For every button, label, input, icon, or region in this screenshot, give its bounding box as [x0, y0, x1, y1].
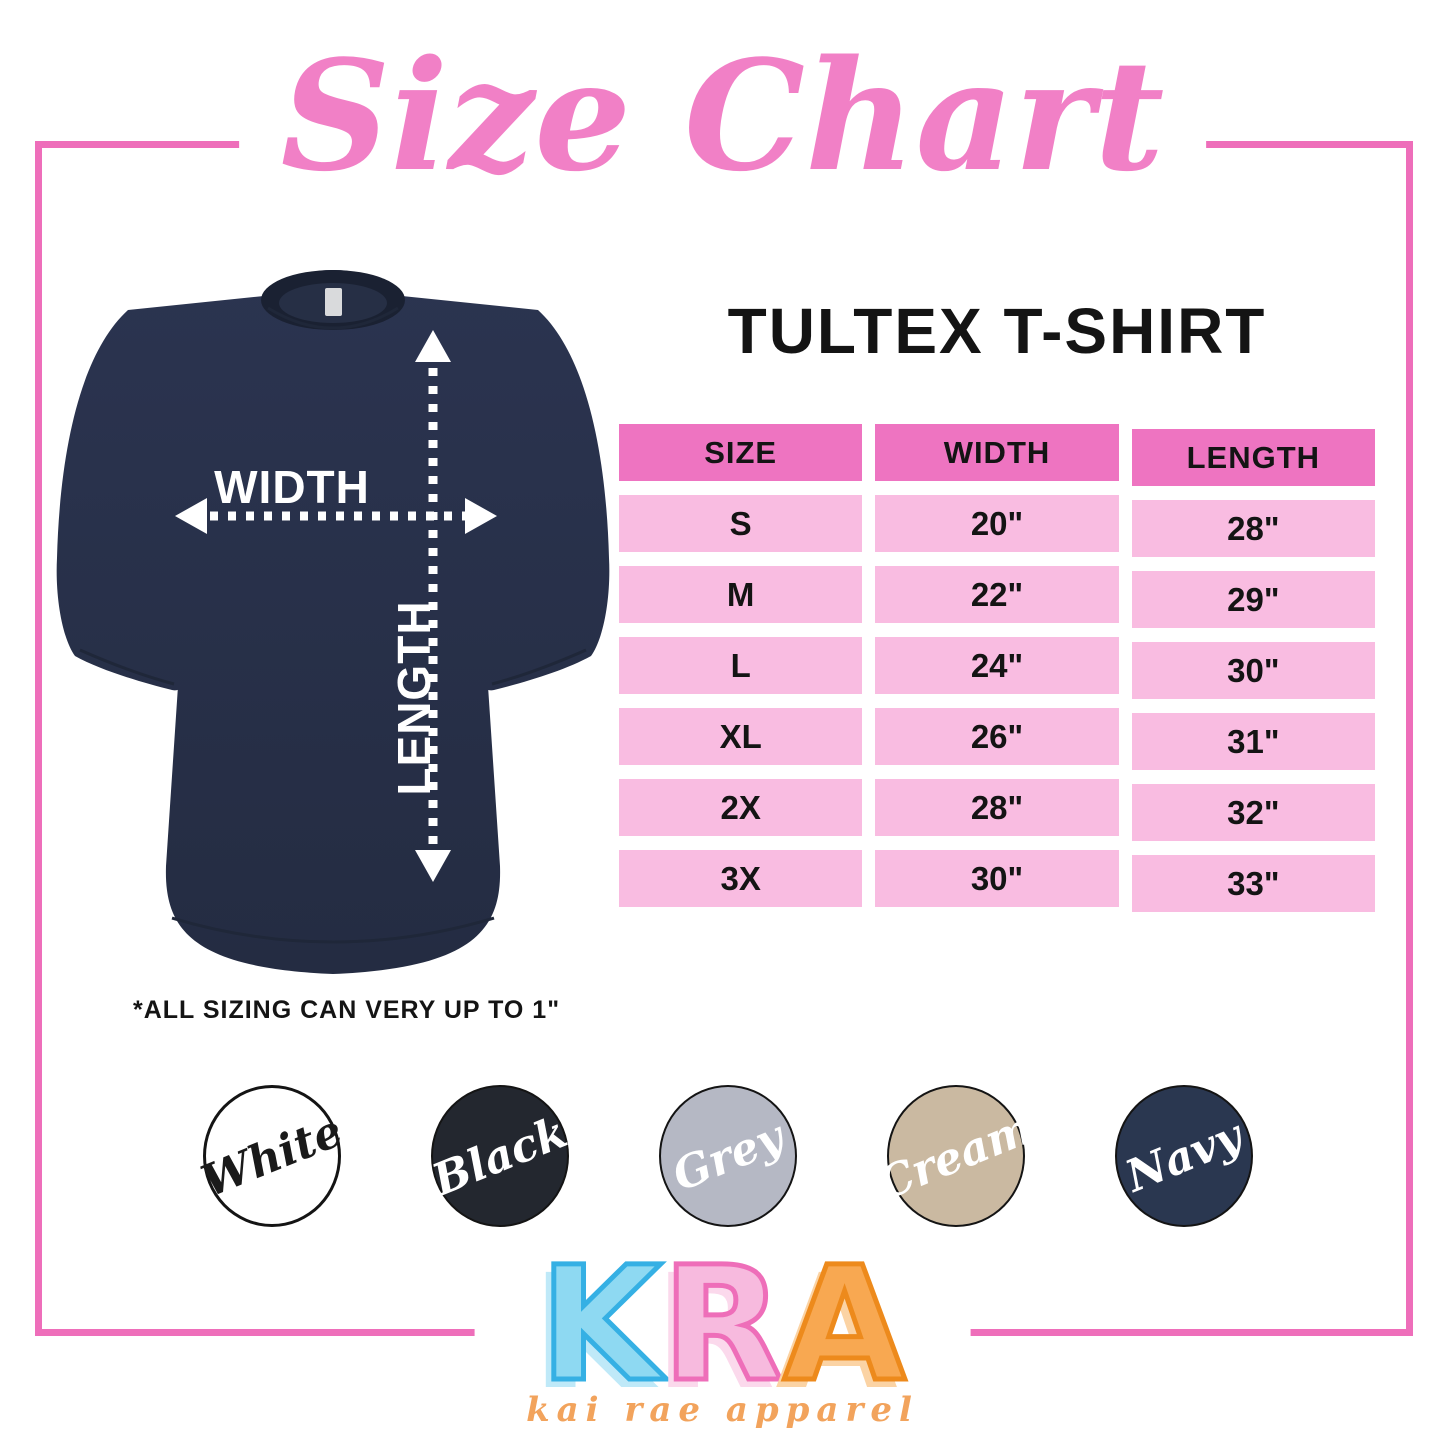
cell-row3-size: XL	[619, 708, 863, 765]
cell-row0-width: 20"	[875, 495, 1119, 552]
collar-seam	[267, 306, 399, 330]
cell-row0-length: 28"	[1131, 500, 1375, 557]
swatch-white: White	[195, 1085, 349, 1227]
cell-row2-size: L	[619, 637, 863, 694]
tshirt-diagram: WIDTH LENGTH	[56, 270, 610, 974]
page-title: Size Chart	[238, 6, 1207, 227]
product-heading: TULTEX T-SHIRT	[727, 295, 1267, 367]
cell-row4-width: 28"	[875, 779, 1119, 836]
swatch-grey: Grey	[659, 1085, 797, 1227]
swatch-white-label: White	[194, 1104, 350, 1208]
hem-seam	[171, 916, 495, 944]
logo-tagline: kai rae apparel	[526, 1390, 919, 1430]
swatch-navy: Navy	[1115, 1085, 1253, 1227]
length-measure-label: LENGTH	[388, 600, 440, 795]
kra-logo: KRA kai rae apparel	[474, 1233, 971, 1430]
logo-letter-1: R	[659, 1233, 786, 1417]
cell-row0-size: S	[619, 495, 863, 552]
tshirt-body	[56, 270, 610, 974]
logo-letter-0: K	[537, 1233, 664, 1417]
cell-row5-length: 33"	[1131, 855, 1375, 912]
logo-letters: KRA	[526, 1233, 919, 1417]
cell-row5-width: 30"	[875, 850, 1119, 907]
swatch-navy-label: Navy	[1118, 1109, 1250, 1203]
sizing-note: *ALL SIZING CAN VERY UP TO 1"	[133, 996, 561, 1024]
cell-row1-length: 29"	[1131, 571, 1375, 628]
swatch-grey-label: Grey	[665, 1110, 791, 1202]
swatch-black-label: Black	[425, 1106, 575, 1206]
header-cell-length: LENGTH	[1131, 429, 1375, 486]
right-sleeve-seam	[491, 648, 587, 686]
cell-row2-length: 30"	[1131, 642, 1375, 699]
cell-row4-length: 32"	[1131, 784, 1375, 841]
logo-letter-2: A	[781, 1233, 908, 1417]
size-table: SIZE WIDTH LENGTH S 20" 28" M 22" 29" L …	[619, 424, 1375, 912]
cell-row3-width: 26"	[875, 708, 1119, 765]
cell-row5-size: 3X	[619, 850, 863, 907]
length-arrow	[415, 330, 451, 882]
header-cell-size: SIZE	[619, 424, 863, 481]
header-cell-width: WIDTH	[875, 424, 1119, 481]
left-sleeve-seam	[79, 648, 175, 686]
cell-row1-width: 22"	[875, 566, 1119, 623]
cell-row4-size: 2X	[619, 779, 863, 836]
cell-row3-length: 31"	[1131, 713, 1375, 770]
width-measure-label: WIDTH	[214, 461, 370, 513]
swatch-cream: Cream	[872, 1085, 1040, 1227]
swatch-black: Black	[426, 1085, 574, 1227]
cell-row2-width: 24"	[875, 637, 1119, 694]
cell-row1-size: M	[619, 566, 863, 623]
neck-tag	[325, 288, 342, 316]
